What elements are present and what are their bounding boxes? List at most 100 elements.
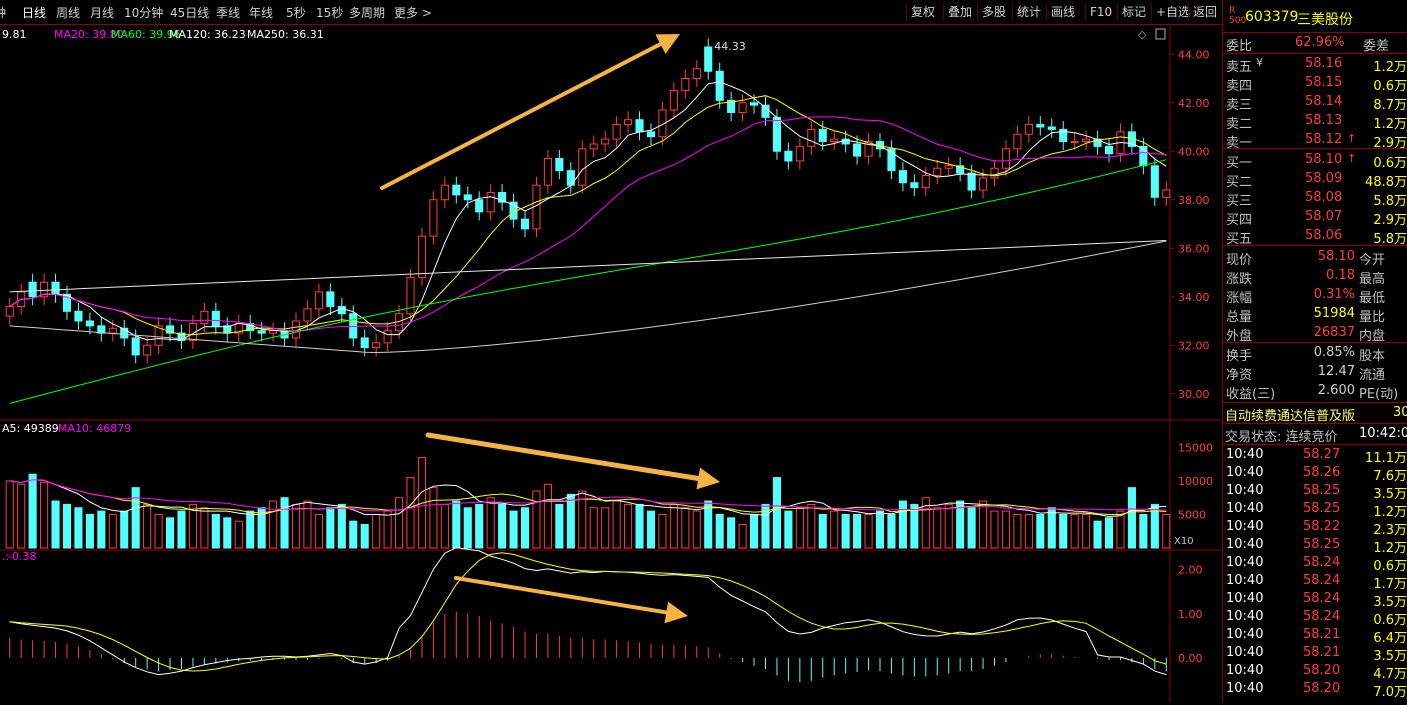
asks-row[interactable]: 卖二 58.13 1.2万 [1223, 112, 1407, 132]
period-tab[interactable]: 5秒 [286, 6, 306, 20]
tick-price: 58.25 [1303, 537, 1341, 552]
toolbar-button[interactable]: 画线 [1046, 3, 1079, 21]
candle [1104, 145, 1114, 155]
tick-volume: 0.6万 [1373, 559, 1407, 574]
toolbar-button[interactable]: F10 [1085, 3, 1116, 21]
toolbar-button[interactable]: +自选 [1151, 3, 1194, 21]
tick-row: 10:40 58.20 7.0万 [1223, 680, 1407, 700]
bids-row[interactable]: 买四 58.07 2.9万 [1223, 208, 1407, 228]
candle [1013, 133, 1022, 150]
volume-bar [475, 503, 484, 549]
chart-canvas[interactable]: 44.00 42.00 40.00 38.00 36.00 34.00 32.00 30.00… [0, 23, 1222, 702]
tick-volume: 1.2万 [1373, 541, 1407, 556]
volume-bar [956, 500, 965, 549]
tick-row: 10:40 58.24 3.5万 [1223, 590, 1407, 610]
candle [944, 165, 953, 169]
tick-price: 58.26 [1303, 465, 1341, 480]
bids-row[interactable]: 买三 58.08 5.8万 [1223, 189, 1407, 209]
toolbar-button[interactable]: 返回 [1188, 3, 1221, 21]
toolbar-button[interactable]: 复权 [906, 3, 939, 21]
kline-chart[interactable]: 44.00 42.00 40.00 38.00 36.00 34.00 32.00 30.00… [0, 23, 1222, 702]
toolbar-button[interactable]: 统计 [1012, 3, 1045, 21]
quote-label: 涨幅 [1226, 291, 1253, 306]
volume-bar [498, 503, 507, 549]
candle [967, 172, 976, 191]
period-tab[interactable]: 年线 [249, 6, 274, 20]
price-axis-label: 40.00 [1178, 145, 1210, 158]
volume-bar [784, 510, 793, 549]
candle [452, 184, 461, 196]
volume-bar [520, 507, 530, 549]
volume-bar [165, 517, 175, 549]
volume-bar [62, 503, 72, 549]
period-tab[interactable]: 月线 [90, 6, 115, 20]
volume-axis-label: 5000 [1178, 508, 1206, 521]
candle [131, 337, 140, 356]
volume-bar [40, 481, 49, 549]
stock-name: 三美股份 [1297, 12, 1353, 28]
candle [326, 291, 335, 307]
tick-row: 10:40 58.24 1.7万 [1223, 572, 1407, 592]
period-tab[interactable]: 多周期 [349, 6, 386, 20]
ma120-legend: MA120: 36.23 [169, 28, 246, 41]
period-tab[interactable]: 季线 [216, 6, 241, 20]
tick-time: 10:40 [1226, 681, 1264, 696]
volume-ma5-line [9, 479, 1167, 518]
candle [681, 78, 690, 92]
tick-volume: 1.7万 [1373, 577, 1407, 592]
price-axis-label: 36.00 [1178, 242, 1210, 255]
period-tab[interactable]: 10分钟 [124, 6, 164, 20]
bids-row[interactable]: 买五 58.06 5.8万 [1223, 227, 1407, 247]
volume-bar [246, 510, 255, 549]
promo-banner[interactable]: 自动续费通达信普及版 30 [1223, 404, 1407, 424]
volume-bar [463, 507, 472, 549]
asks-row[interactable]: 卖三 58.14 8.7万 [1223, 93, 1407, 113]
asks-label: 卖三 [1226, 98, 1253, 113]
period-tab[interactable]: 日线 [22, 6, 47, 20]
candle [417, 235, 427, 278]
candle [589, 143, 598, 150]
asks-row[interactable]: 卖一 ↑ 58.12 2.9万 [1223, 131, 1407, 151]
asks-row[interactable]: 卖四 58.15 0.6万 [1223, 74, 1407, 94]
candle [463, 194, 472, 201]
volume-bar [326, 507, 335, 549]
candle [372, 342, 381, 349]
tick-time: 10:40 [1226, 447, 1264, 462]
toolbar-button[interactable]: 标记 [1117, 3, 1150, 21]
promo-text[interactable]: 自动续费通达信普及版 [1225, 409, 1356, 424]
weicha-label: 委差 [1363, 39, 1390, 54]
price-axis-label: 38.00 [1178, 194, 1210, 207]
candle [314, 291, 323, 310]
period-tab[interactable]: 15秒 [316, 6, 344, 20]
ma60-line [9, 159, 1167, 404]
volume-bar [280, 497, 289, 549]
tick-price: 58.22 [1303, 519, 1341, 534]
bids-row[interactable]: 买二 58.09 48.8万 [1223, 170, 1407, 190]
bids-label: 买二 [1226, 175, 1253, 190]
toolbar-button[interactable]: 叠加 [943, 3, 976, 21]
candle [406, 276, 415, 315]
asks-row[interactable]: 卖五 ¥58.16 1.2万 [1223, 55, 1407, 75]
period-tab[interactable]: 更多 > [394, 6, 432, 20]
toolbar-button[interactable]: 多股 [977, 3, 1010, 21]
volume-bar [715, 513, 724, 549]
macd-dea-line [9, 552, 1167, 672]
diamond-icon: ◇ [1138, 28, 1147, 41]
fundamentals-label: 净资 [1226, 368, 1253, 383]
candle [784, 150, 793, 162]
macd-axis-label: 1.00 [1178, 608, 1203, 621]
bids-row[interactable]: 买一 ↑ 58.10 0.6万 [1223, 151, 1407, 171]
period-tab[interactable]: 周线 [56, 6, 81, 20]
stock-code: 603379 [1245, 9, 1299, 25]
period-tab[interactable]: 钟 [0, 6, 7, 20]
period-tab[interactable]: 45日线 [170, 6, 210, 20]
promo-num: 30 [1393, 405, 1407, 420]
candle [692, 68, 701, 79]
volume-bar [944, 503, 953, 549]
candle [200, 310, 209, 324]
candle [1047, 126, 1056, 130]
tick-price: 58.20 [1303, 663, 1341, 678]
volume-divergence-arrow [425, 432, 701, 482]
period-toolbar: 钟 日线 周线 月线 10分钟 45日线 季线 年线 5秒 15秒 多周期 更多 > 复权 叠加 多股 统计画… [0, 0, 1222, 25]
candle [543, 158, 552, 186]
